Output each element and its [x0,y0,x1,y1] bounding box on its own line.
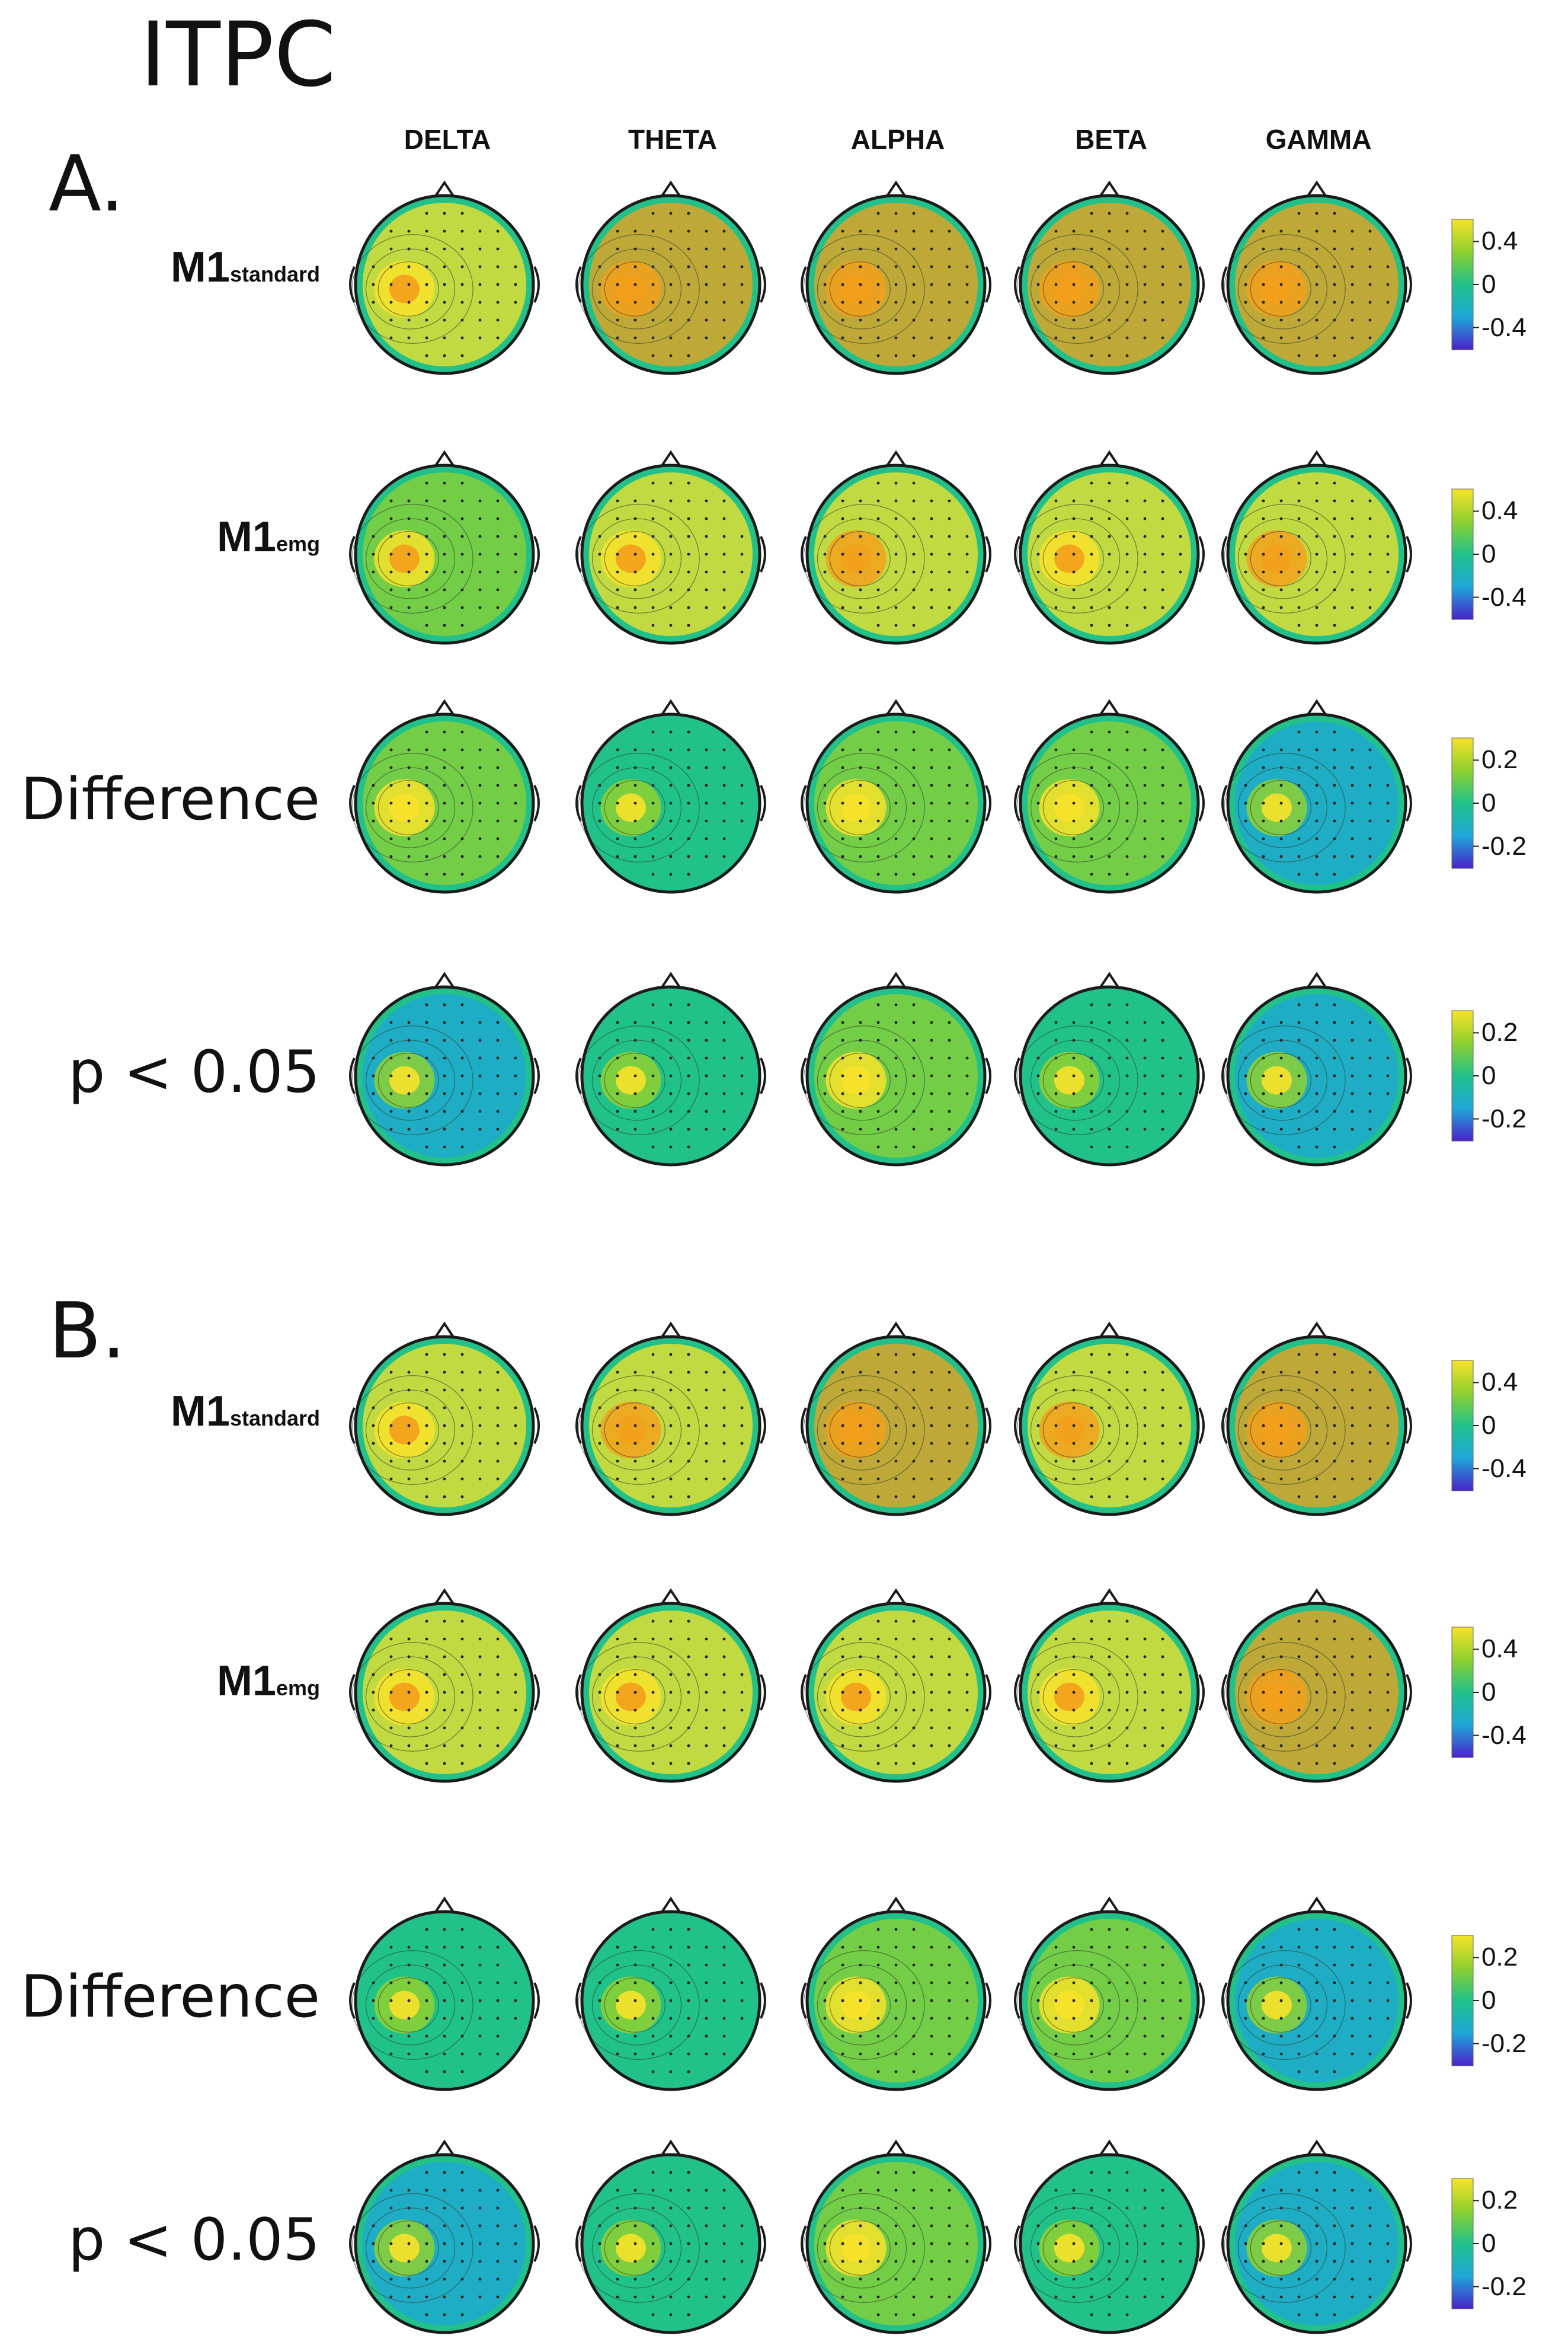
colorbar-tick-label: -0.4 [1481,1720,1527,1750]
topomap-delta [349,1321,540,1516]
topomap-theta [575,972,766,1167]
colorbar-tick-label: 0 [1481,1061,1496,1090]
topomap-theta [575,1588,766,1783]
topomap-gamma [1221,1588,1412,1783]
colorbar-tick-label: 0 [1481,788,1496,817]
topomap-beta [1014,2139,1205,2334]
topomap-beta [1014,972,1205,1167]
topomap-theta [575,699,766,894]
topomap-alpha [801,972,991,1167]
colorbar-tick-label: -0.4 [1481,1453,1527,1483]
colorbar [1451,219,1474,350]
topomap-beta [1014,699,1205,894]
topomap-theta [575,180,766,375]
topomap-alpha [801,450,991,645]
colorbar-tick-label: 0 [1481,1986,1496,2015]
row-label-p-threshold: p < 0.05 [68,1039,320,1106]
topomap-delta [349,1896,540,2091]
topomap-alpha [801,2139,991,2334]
topomap-beta [1014,1588,1205,1783]
topomap-alpha [801,1321,991,1516]
colorbar-tick-label: 0 [1481,270,1496,299]
column-header-alpha: ALPHA [850,124,945,155]
topomap-delta [349,972,540,1167]
colorbar-tick-label: -0.2 [1481,831,1527,861]
colorbar-tick-label: 0.2 [1481,745,1518,775]
figure-title: ITPC [140,4,337,107]
colorbar-tick-label: 0.2 [1481,1942,1518,1972]
topomap-theta [575,1896,766,2091]
topomap-alpha [801,699,991,894]
colorbar-tick-label: 0.4 [1481,1368,1518,1397]
colorbar-tick-label: 0 [1481,539,1496,568]
colorbar [1451,1010,1474,1142]
topomap-gamma [1221,1321,1412,1516]
topomap-delta [349,180,540,375]
topomap-gamma [1221,450,1412,645]
colorbar-tick-label: 0 [1481,2229,1496,2258]
panel-b-letter: B. [49,1286,126,1376]
topomap-beta [1014,1896,1205,2091]
topomap-theta [575,1321,766,1516]
row-label-m1-emg: M1emg [216,513,320,561]
colorbar-tick-label: -0.4 [1481,582,1527,612]
topomap-alpha [801,1896,991,2091]
colorbar-tick-label: 0.4 [1481,226,1518,256]
topomap-beta [1014,1321,1205,1516]
row-label-p-threshold: p < 0.05 [68,2206,320,2274]
topomap-delta [349,2139,540,2334]
colorbar [1451,1360,1474,1491]
topomap-delta [349,450,540,645]
colorbar-tick-label: 0.4 [1481,1634,1518,1664]
colorbar [1451,737,1474,869]
topomap-gamma [1221,180,1412,375]
column-header-delta: DELTA [404,124,491,155]
colorbar [1451,1627,1474,1758]
topomap-beta [1014,180,1205,375]
colorbar-tick-label: 0 [1481,1411,1496,1440]
colorbar-tick-label: -0.2 [1481,1104,1527,1133]
colorbar-tick-label: 0.2 [1481,2186,1518,2215]
row-label-m1-emg: M1emg [216,1657,320,1705]
row-label-difference: Difference [20,766,320,833]
row-label-difference: Difference [20,1963,320,2031]
colorbar [1451,488,1474,620]
colorbar [1451,1935,1474,2066]
column-header-gamma: GAMMA [1265,124,1372,155]
column-header-beta: BETA [1075,124,1147,155]
topomap-gamma [1221,699,1412,894]
topomap-beta [1014,450,1205,645]
colorbar-tick-label: -0.2 [1481,2028,1527,2058]
colorbar-tick-label: -0.2 [1481,2271,1527,2301]
row-label-m1-standard: M1standard [170,1388,320,1435]
topomap-alpha [801,1588,991,1783]
colorbar [1451,2178,1474,2309]
colorbar-tick-label: 0 [1481,1678,1496,1707]
topomap-gamma [1221,2139,1412,2334]
topomap-delta [349,699,540,894]
column-header-theta: THETA [628,124,717,155]
topomap-delta [349,1588,540,1783]
topomap-gamma [1221,972,1412,1167]
row-label-m1-standard: M1standard [170,244,320,291]
colorbar-tick-label: -0.4 [1481,312,1527,342]
colorbar-tick-label: 0.4 [1481,496,1518,526]
topomap-theta [575,2139,766,2334]
colorbar-tick-label: 0.2 [1481,1018,1518,1047]
topomap-alpha [801,180,991,375]
topomap-theta [575,450,766,645]
topomap-gamma [1221,1896,1412,2091]
panel-a-letter: A. [49,139,124,229]
